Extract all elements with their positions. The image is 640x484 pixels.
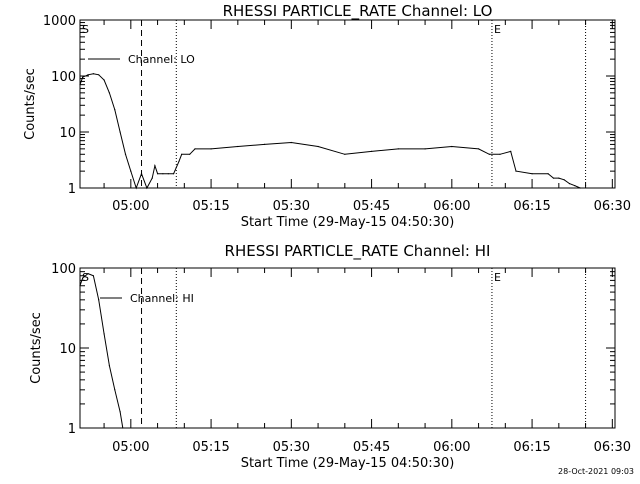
data-point xyxy=(371,150,373,152)
data-point xyxy=(563,179,565,181)
y-tick-label: 100 xyxy=(51,70,76,85)
data-point xyxy=(515,170,517,172)
x-tick-label: 05:30 xyxy=(273,199,310,214)
x-tick-label: 06:15 xyxy=(513,199,550,214)
x-tick-label: 06:30 xyxy=(594,440,631,455)
data-point xyxy=(397,148,399,150)
data-point xyxy=(173,173,175,175)
data-point xyxy=(579,187,581,189)
y-tick-label: 1 xyxy=(68,182,76,197)
data-point xyxy=(79,84,81,86)
data-point xyxy=(552,177,555,179)
marker-label-s: S xyxy=(82,23,89,36)
data-point xyxy=(98,74,100,76)
y-tick-label: 100 xyxy=(51,262,76,277)
data-point xyxy=(344,153,346,155)
x-tick-label: 06:00 xyxy=(433,440,470,455)
data-point xyxy=(189,153,191,155)
legend-label: Channel: LO xyxy=(128,53,195,66)
marker-label-e: E xyxy=(494,271,501,284)
x-tick-label: 05:15 xyxy=(192,440,229,455)
data-point xyxy=(499,153,501,155)
data-point xyxy=(130,170,132,172)
data-point xyxy=(135,187,137,189)
x-tick-label: 05:15 xyxy=(192,199,229,214)
data-point xyxy=(154,165,156,167)
x-tick-label: 05:30 xyxy=(273,440,310,455)
y-tick-label: 1000 xyxy=(43,14,76,29)
y-axis-label: Counts/sec xyxy=(23,68,38,140)
data-point xyxy=(79,285,81,287)
x-tick-label: 05:00 xyxy=(112,440,149,455)
data-point xyxy=(194,148,196,150)
data-point xyxy=(87,273,89,275)
data-point xyxy=(87,74,89,76)
data-point xyxy=(424,148,426,150)
data-point xyxy=(547,173,549,175)
data-point xyxy=(531,173,533,175)
data-point xyxy=(103,79,105,81)
chart-title: RHESSI PARTICLE_RATE Channel: HI xyxy=(225,242,491,261)
data-point xyxy=(92,275,94,277)
chart-title: RHESSI PARTICLE_RATE Channel: LO xyxy=(223,2,493,21)
data-point xyxy=(178,160,180,162)
data-point xyxy=(568,183,571,185)
y-tick-label: 1 xyxy=(68,422,76,437)
data-point xyxy=(124,153,127,155)
data-point xyxy=(451,145,453,148)
data-point xyxy=(574,185,576,187)
footer-timestamp: 28-Oct-2021 09:03 xyxy=(558,467,634,476)
data-point xyxy=(82,277,84,279)
x-tick-label: 05:45 xyxy=(353,440,390,455)
data-point xyxy=(114,109,116,111)
data-point xyxy=(119,411,121,413)
x-axis-label: Start Time (29-May-15 04:50:30) xyxy=(241,456,455,471)
data-point xyxy=(181,153,183,155)
x-tick-label: 06:30 xyxy=(594,199,631,214)
data-point xyxy=(122,427,124,429)
x-tick-label: 06:00 xyxy=(433,199,470,214)
data-point xyxy=(140,173,143,175)
legend-label: Channel: HI xyxy=(130,292,194,305)
data-point xyxy=(478,148,480,150)
x-tick-label: 06:15 xyxy=(513,440,550,455)
plot-frame xyxy=(79,19,616,189)
y-axis-label: Counts/sec xyxy=(29,312,44,384)
x-tick-label: 05:00 xyxy=(112,199,149,214)
data-point xyxy=(114,389,116,391)
data-point xyxy=(157,173,159,175)
data-point xyxy=(162,173,164,175)
data-point xyxy=(92,73,94,75)
y-tick-label: 10 xyxy=(59,126,76,141)
data-point xyxy=(167,173,169,175)
data-point xyxy=(264,143,266,145)
marker-label-s: S xyxy=(82,271,89,284)
series-line xyxy=(79,273,124,429)
data-point xyxy=(290,141,292,144)
data-point xyxy=(510,150,512,152)
data-point xyxy=(558,177,560,179)
y-tick-label: 10 xyxy=(59,342,76,357)
data-point xyxy=(98,299,100,301)
data-point xyxy=(119,131,121,133)
x-axis-label: Start Time (29-May-15 04:50:30) xyxy=(241,215,455,230)
data-point xyxy=(103,333,105,335)
data-point xyxy=(237,145,239,148)
data-point xyxy=(210,148,212,150)
data-point xyxy=(317,145,319,148)
x-tick-label: 05:45 xyxy=(353,199,390,214)
series-line xyxy=(79,73,581,190)
data-point xyxy=(488,153,490,155)
data-point xyxy=(82,76,84,78)
marker-label-e: E xyxy=(494,23,501,36)
data-point xyxy=(108,365,110,367)
data-point xyxy=(151,177,153,179)
data-point xyxy=(146,187,148,189)
data-point xyxy=(108,92,110,94)
